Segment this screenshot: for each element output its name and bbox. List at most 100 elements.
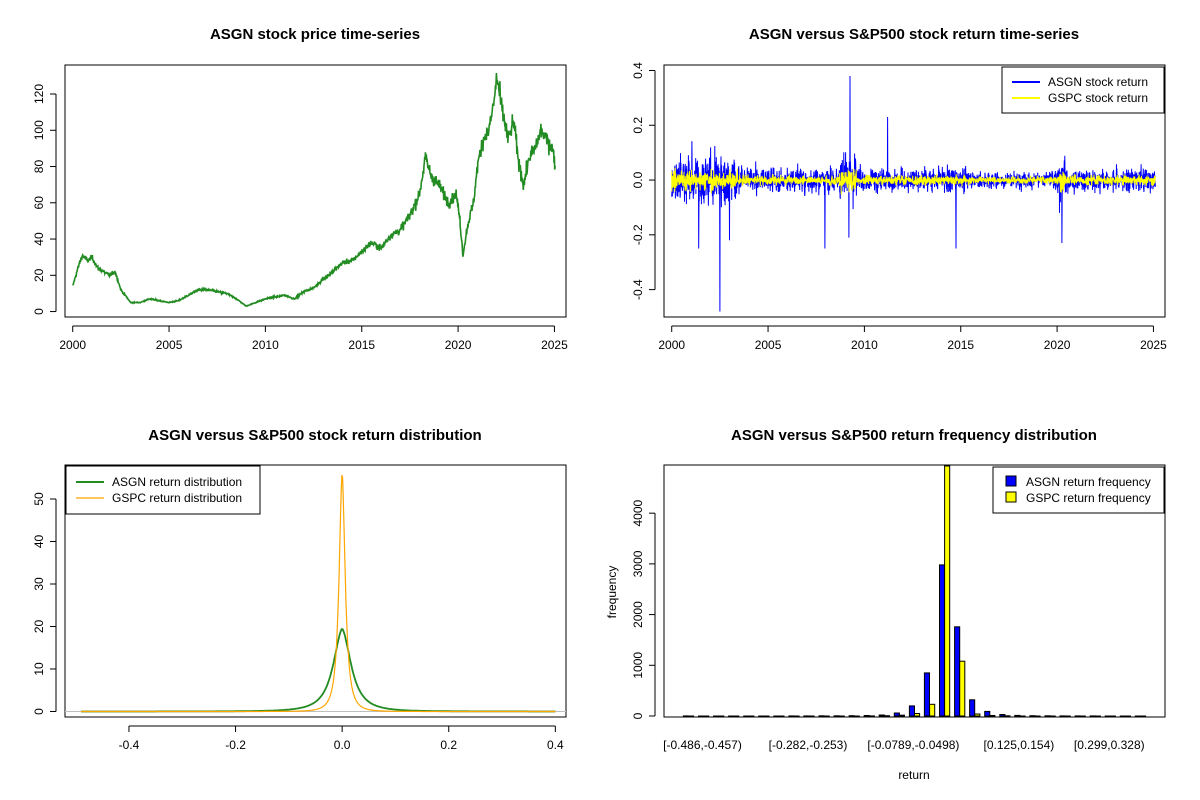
gspc-frequency-bar (868, 715, 875, 718)
price-y-tick-label: 120 (32, 84, 46, 104)
density-y-tick-label: 50 (32, 492, 46, 506)
returns-legend-box (1001, 66, 1165, 114)
price-x-tick-label: 2000 (59, 338, 86, 352)
price-x-tick-label: 2020 (445, 338, 472, 352)
returns-chart-title: ASGN versus S&P500 stock return time-ser… (749, 26, 1079, 43)
returns-x-tick-label: 2015 (947, 338, 974, 352)
frequency-x-axis-label: return (898, 768, 929, 782)
asgn-density-curve (81, 627, 556, 713)
asgn-frequency-bar (893, 712, 900, 717)
frequency-y-tick-label: 4000 (631, 500, 645, 527)
frequency-chart: ASGN versus S&P500 return frequency dist… (605, 427, 1166, 782)
gspc-frequency-bar (898, 714, 906, 717)
asgn-frequency-bar (984, 710, 991, 717)
returns-y-tick-label: 0.4 (631, 62, 645, 79)
asgn-frequency-bar (1014, 714, 1021, 717)
frequency-legend-asgn-label: ASGN return frequency (1026, 475, 1151, 489)
price-x-tick-label: 2015 (348, 338, 375, 352)
returns-x-tick-label: 2005 (755, 338, 782, 352)
returns-y-axis: -0.4 -0.2 0.0 0.2 0.4 (631, 62, 656, 300)
price-y-tick-label: 20 (32, 268, 46, 282)
price-y-tick-label: 60 (32, 196, 46, 210)
returns-y-tick-label: -0.4 (631, 279, 645, 300)
returns-x-tick-label: 2000 (658, 338, 685, 352)
frequency-x-tick-label: [-0.486,-0.457) (663, 738, 742, 752)
gspc-frequency-bar (989, 715, 996, 717)
density-x-tick-label: 0.4 (547, 738, 564, 752)
density-legend-box (65, 465, 261, 515)
asgn-frequency-bar (803, 715, 810, 718)
returns-y-tick-label: -0.2 (631, 224, 645, 245)
returns-x-tick-label: 2010 (851, 338, 878, 352)
asgn-frequency-bar (969, 699, 976, 717)
price-chart-title: ASGN stock price time-series (210, 26, 420, 43)
asgn-frequency-bar (1059, 715, 1066, 718)
density-y-tick-label: 40 (32, 534, 46, 548)
returns-legend-gspc-label: GSPC stock return (1048, 91, 1148, 105)
frequency-chart-title: ASGN versus S&P500 return frequency dist… (731, 427, 1097, 444)
gspc-density-curve (81, 474, 556, 713)
returns-chart: ASGN versus S&P500 stock return time-ser… (631, 26, 1167, 352)
frequency-y-tick-label: 2000 (631, 601, 645, 628)
asgn-frequency-bar (923, 672, 931, 717)
asgn-frequency-bar (1089, 715, 1096, 718)
frequency-x-tick-label: [0.125,0.154) (984, 738, 1055, 752)
price-x-tick-label: 2025 (541, 338, 568, 352)
gspc-frequency-bar (929, 703, 936, 717)
frequency-legend-gspc-swatch (1005, 491, 1017, 503)
price-y-tick-label: 100 (32, 120, 46, 140)
asgn-frequency-bar (878, 714, 885, 717)
frequency-y-tick-label: 1000 (631, 652, 645, 679)
returns-legend: ASGN stock return GSPC stock return (1001, 66, 1165, 114)
price-y-axis: 0 20 40 60 80 100 120 (32, 84, 57, 315)
asgn-frequency-bar (1044, 715, 1051, 717)
asgn-frequency-bar (682, 715, 690, 718)
frequency-plot-frame (663, 464, 1166, 718)
price-x-tick-label: 2005 (156, 338, 183, 352)
density-y-tick-label: 30 (32, 577, 46, 591)
asgn-return-series-line (671, 75, 1156, 312)
density-chart-title: ASGN versus S&P500 stock return distribu… (148, 427, 481, 444)
asgn-frequency-bar (833, 715, 840, 717)
gspc-frequency-bar (974, 713, 981, 717)
asgn-frequency-bar (818, 715, 825, 717)
returns-plot-frame (663, 64, 1166, 318)
price-plot-frame (64, 64, 567, 318)
frequency-x-tick-label: [0.299,0.328) (1074, 738, 1145, 752)
price-x-axis: 2000 2005 2010 2015 2020 2025 (59, 325, 568, 352)
frequency-legend-box (992, 466, 1165, 514)
density-legend-asgn-label: ASGN return distribution (112, 475, 242, 489)
density-x-tick-label: 0.2 (440, 738, 457, 752)
returns-legend-asgn-label: ASGN stock return (1048, 75, 1148, 89)
frequency-y-axis-label: frequency (605, 566, 619, 619)
frequency-legend: ASGN return frequency GSPC return freque… (992, 466, 1165, 514)
frequency-y-axis: 0 1000 2000 3000 4000 (631, 500, 656, 719)
gspc-frequency-bar (883, 715, 891, 717)
returns-x-axis: 2000 2005 2010 2015 2020 2025 (658, 325, 1167, 352)
returns-x-tick-label: 2020 (1044, 338, 1071, 352)
price-series-line (71, 72, 557, 308)
asgn-frequency-bar (788, 715, 795, 718)
asgn-frequency-bar (939, 564, 946, 717)
density-x-tick-label: 0.0 (334, 738, 351, 752)
gspc-return-series-line (671, 167, 1156, 195)
gspc-frequency-bar (1004, 715, 1011, 717)
frequency-legend-asgn-swatch (1005, 475, 1017, 487)
gspc-frequency-bar (944, 465, 951, 717)
density-legend: ASGN return distribution GSPC return dis… (65, 465, 261, 515)
returns-y-tick-label: 0.2 (631, 117, 645, 134)
density-chart: ASGN versus S&P500 stock return distribu… (32, 427, 567, 752)
frequency-x-axis: [-0.486,-0.457) [-0.282,-0.253) [-0.0789,-… (663, 738, 1145, 752)
asgn-frequency-bar (1029, 715, 1036, 717)
density-y-tick-label: 10 (32, 662, 46, 676)
gspc-frequency-bar (914, 713, 921, 717)
density-y-tick-label: 20 (32, 619, 46, 633)
frequency-x-tick-label: [-0.282,-0.253) (769, 738, 848, 752)
returns-y-tick-label: 0.0 (631, 171, 645, 188)
price-y-tick-label: 80 (32, 160, 46, 174)
density-plot-frame (64, 464, 567, 718)
asgn-frequency-bar (848, 715, 855, 717)
returns-x-tick-label: 2025 (1140, 338, 1167, 352)
price-chart: ASGN stock price time-series 2000 2005 201… (32, 26, 568, 352)
